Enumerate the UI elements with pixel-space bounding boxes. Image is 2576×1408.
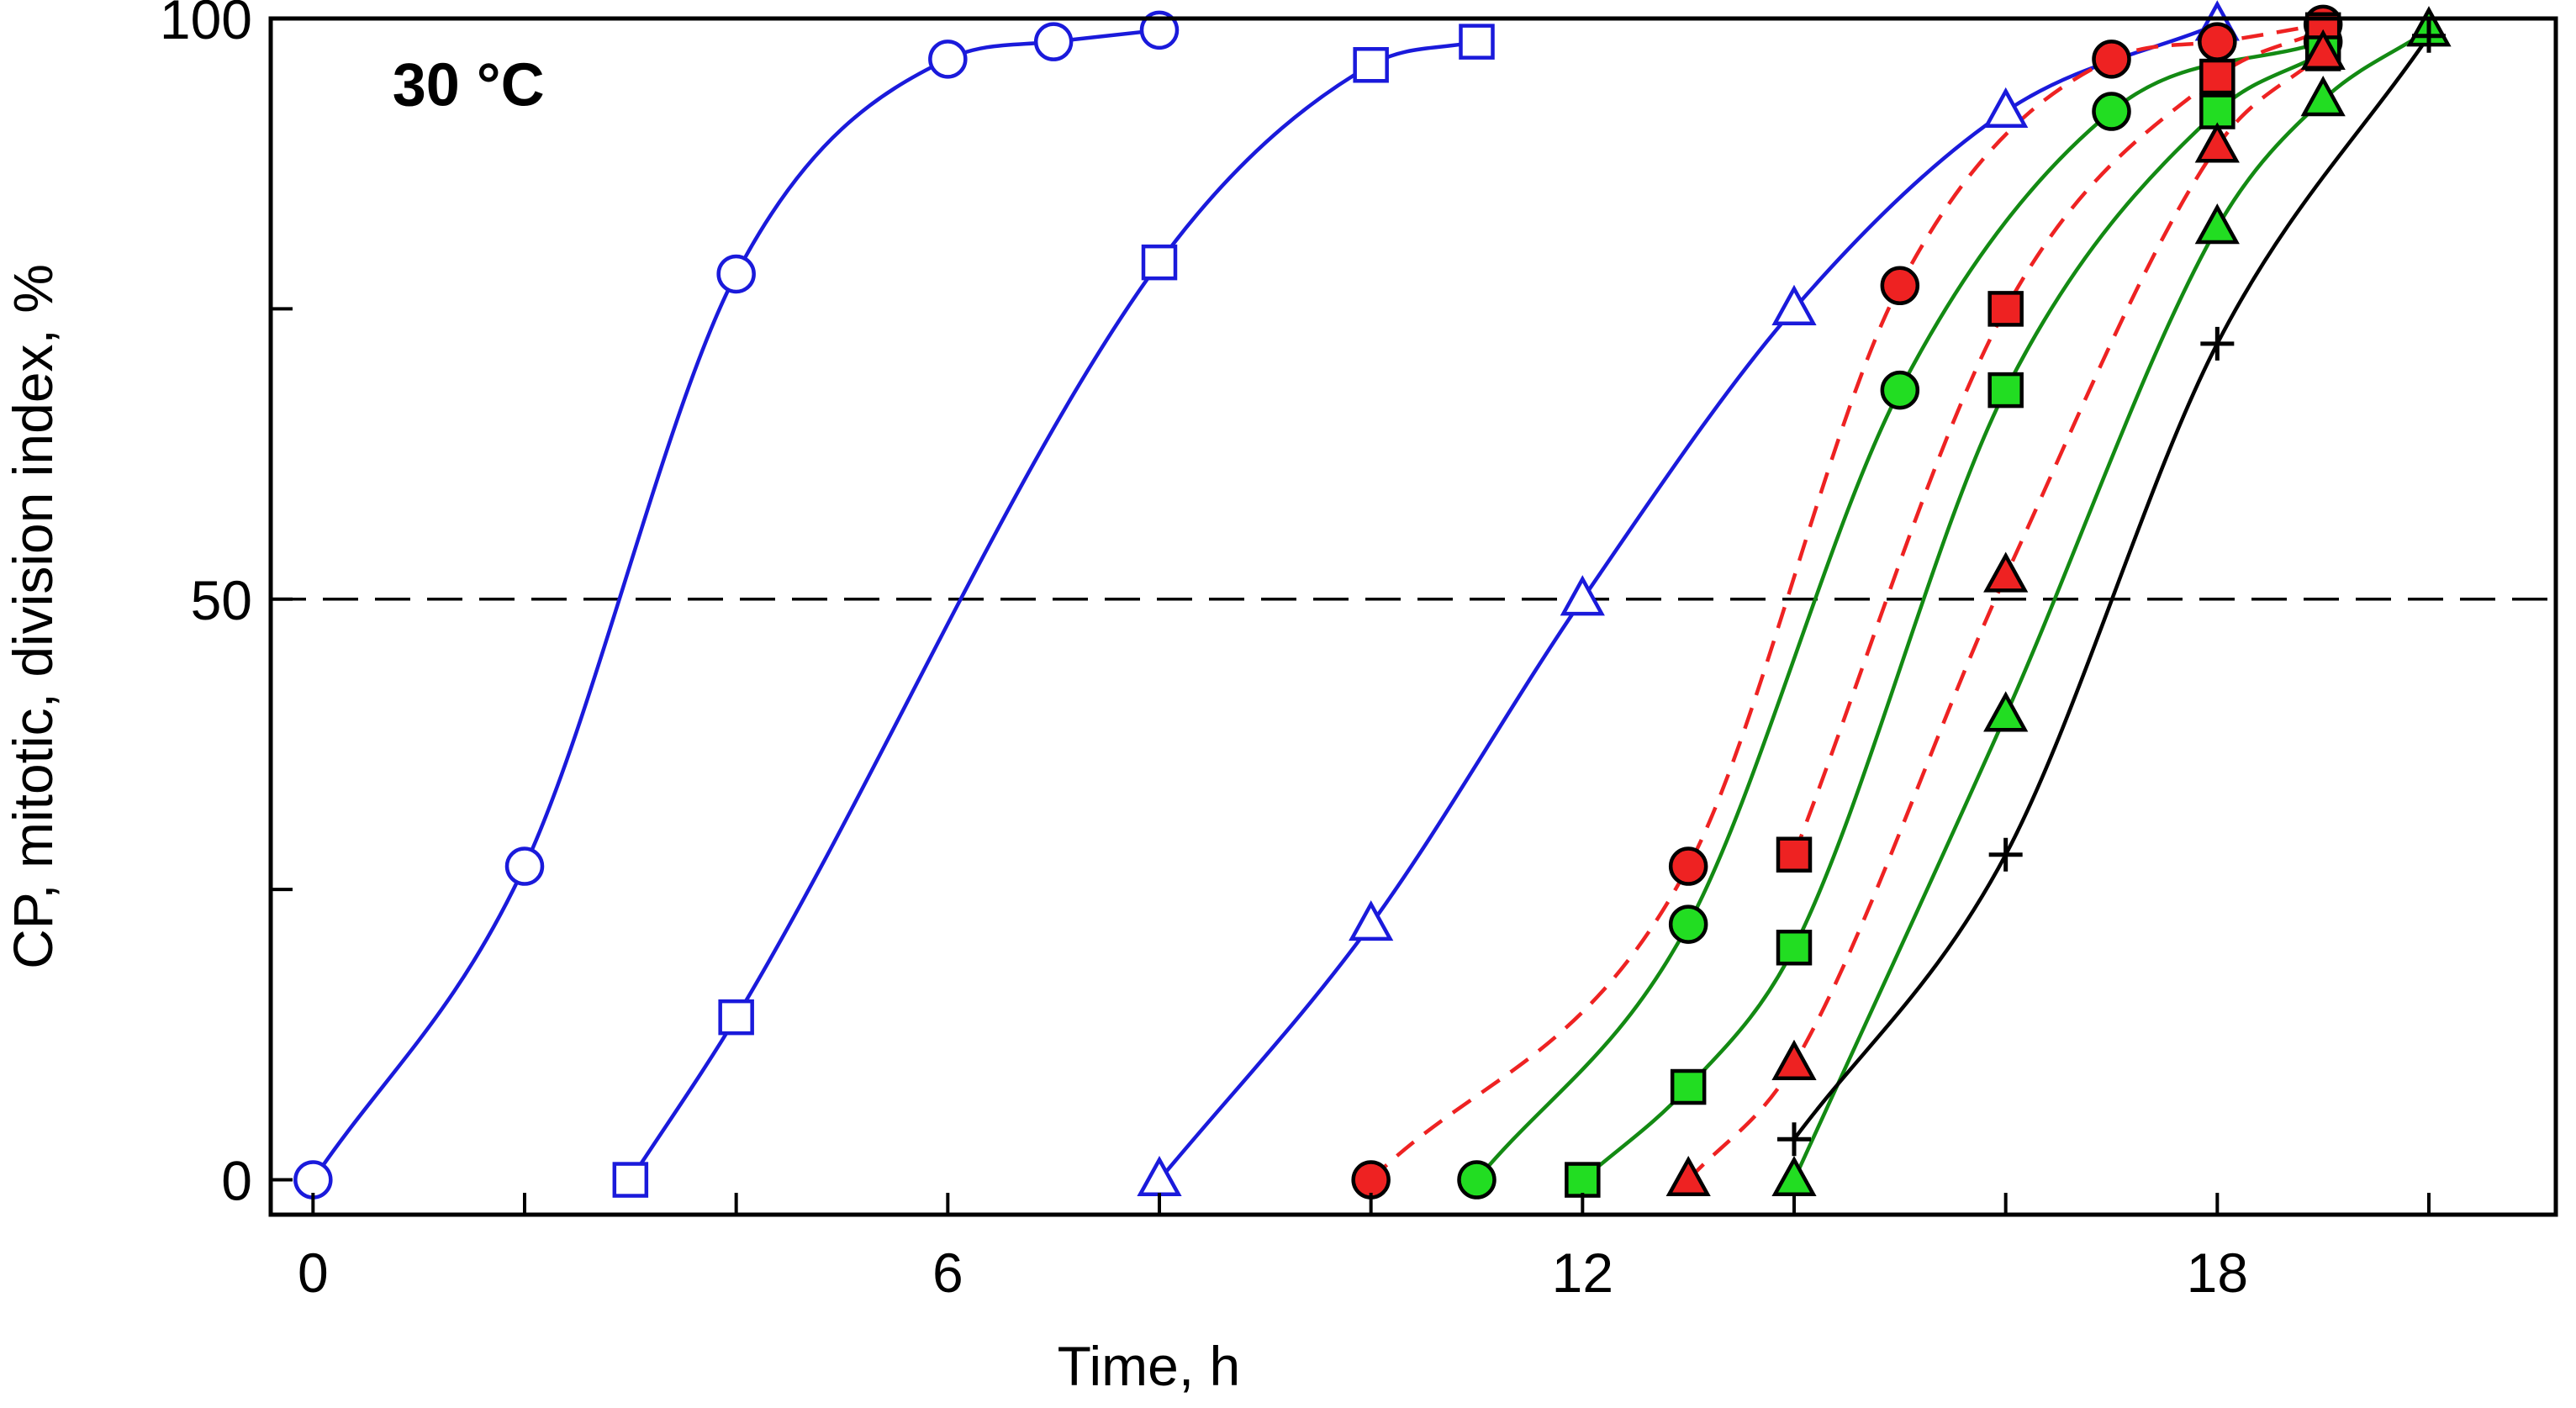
marker-crosses [2200, 326, 2235, 361]
marker-open-triangles [1349, 899, 1394, 941]
series-line-red-squares [1792, 28, 2325, 856]
marker-red-triangles [1983, 551, 2029, 593]
marker-open-squares [1353, 47, 1389, 83]
marker-red-triangles [2194, 122, 2240, 163]
marker-open-squares [612, 1162, 649, 1198]
series-line-open-triangles [1158, 22, 2219, 1182]
marker-crosses [2412, 18, 2446, 53]
marker-green-triangles [2300, 76, 2346, 117]
tick-label-layer: 0 6 12 18 0 50 100 [160, 0, 2248, 1304]
marker-red-circles [1668, 846, 1708, 886]
marker-red-circles [1880, 266, 1920, 306]
marker-green-squares [2199, 93, 2236, 129]
marker-open-circles [504, 846, 545, 886]
marker-red-circles [1351, 1160, 1391, 1200]
marker-green-squares [1565, 1162, 1601, 1198]
y-tick-label: 100 [160, 0, 252, 50]
plot-frame [268, 16, 2558, 1217]
marker-open-circles [293, 1160, 333, 1200]
marker-crosses [1988, 837, 2023, 872]
marker-crosses [1777, 1122, 1811, 1157]
y-axis-title: CP, mitotic, division index, % [2, 264, 64, 969]
marker-green-squares [1987, 372, 2024, 409]
marker-green-squares [1776, 929, 1813, 966]
marker-red-triangles [2300, 29, 2346, 70]
marker-green-triangles [1771, 1155, 1817, 1197]
marker-open-triangles [1983, 87, 2029, 129]
x-tick-label: 0 [298, 1242, 329, 1304]
marker-red-squares [1987, 291, 2024, 327]
series-line-open-squares [628, 40, 1477, 1181]
marker-red-squares [1776, 836, 1813, 873]
marker-green-circles [1880, 370, 1920, 410]
marker-red-circles [2198, 22, 2237, 61]
marker-open-circles [1033, 22, 1074, 61]
y-tick-label: 0 [221, 1150, 252, 1212]
marker-green-circles [1668, 904, 1708, 944]
marker-green-triangles [1983, 691, 2029, 732]
marker-open-squares [1141, 244, 1178, 281]
marker-open-triangles [1560, 575, 1605, 616]
marker-red-triangles [1771, 1039, 1817, 1080]
series-line-crosses [1792, 34, 2431, 1141]
x-axis-title: Time, h [1058, 1335, 1241, 1397]
marker-green-triangles [2194, 203, 2240, 245]
marker-open-circles [716, 254, 756, 294]
series-line-red-circles [1370, 22, 2324, 1182]
marker-open-squares [718, 999, 754, 1036]
x-tick-label: 6 [932, 1242, 963, 1304]
marker-green-circles [2092, 92, 2131, 131]
marker-open-circles [928, 40, 968, 79]
marker-green-squares [1670, 1068, 1707, 1105]
marker-red-circles [2092, 40, 2131, 79]
marker-open-triangles [1771, 284, 1817, 325]
marker-open-circles [1139, 10, 1180, 50]
temperature-annotation: 30 °C [393, 52, 545, 119]
marker-open-squares [1459, 24, 1495, 60]
marker-layer [293, 0, 2452, 1200]
tick-layer [271, 17, 2431, 1215]
x-tick-label: 18 [2187, 1242, 2248, 1304]
marker-red-triangles [1665, 1155, 1711, 1197]
series-line-green-circles [1475, 40, 2324, 1182]
marker-red-squares [2199, 58, 2236, 95]
x-tick-label: 12 [1552, 1242, 1613, 1304]
y-tick-label: 50 [191, 569, 252, 631]
marker-green-circles [1457, 1160, 1497, 1200]
curve-layer [311, 22, 2431, 1182]
